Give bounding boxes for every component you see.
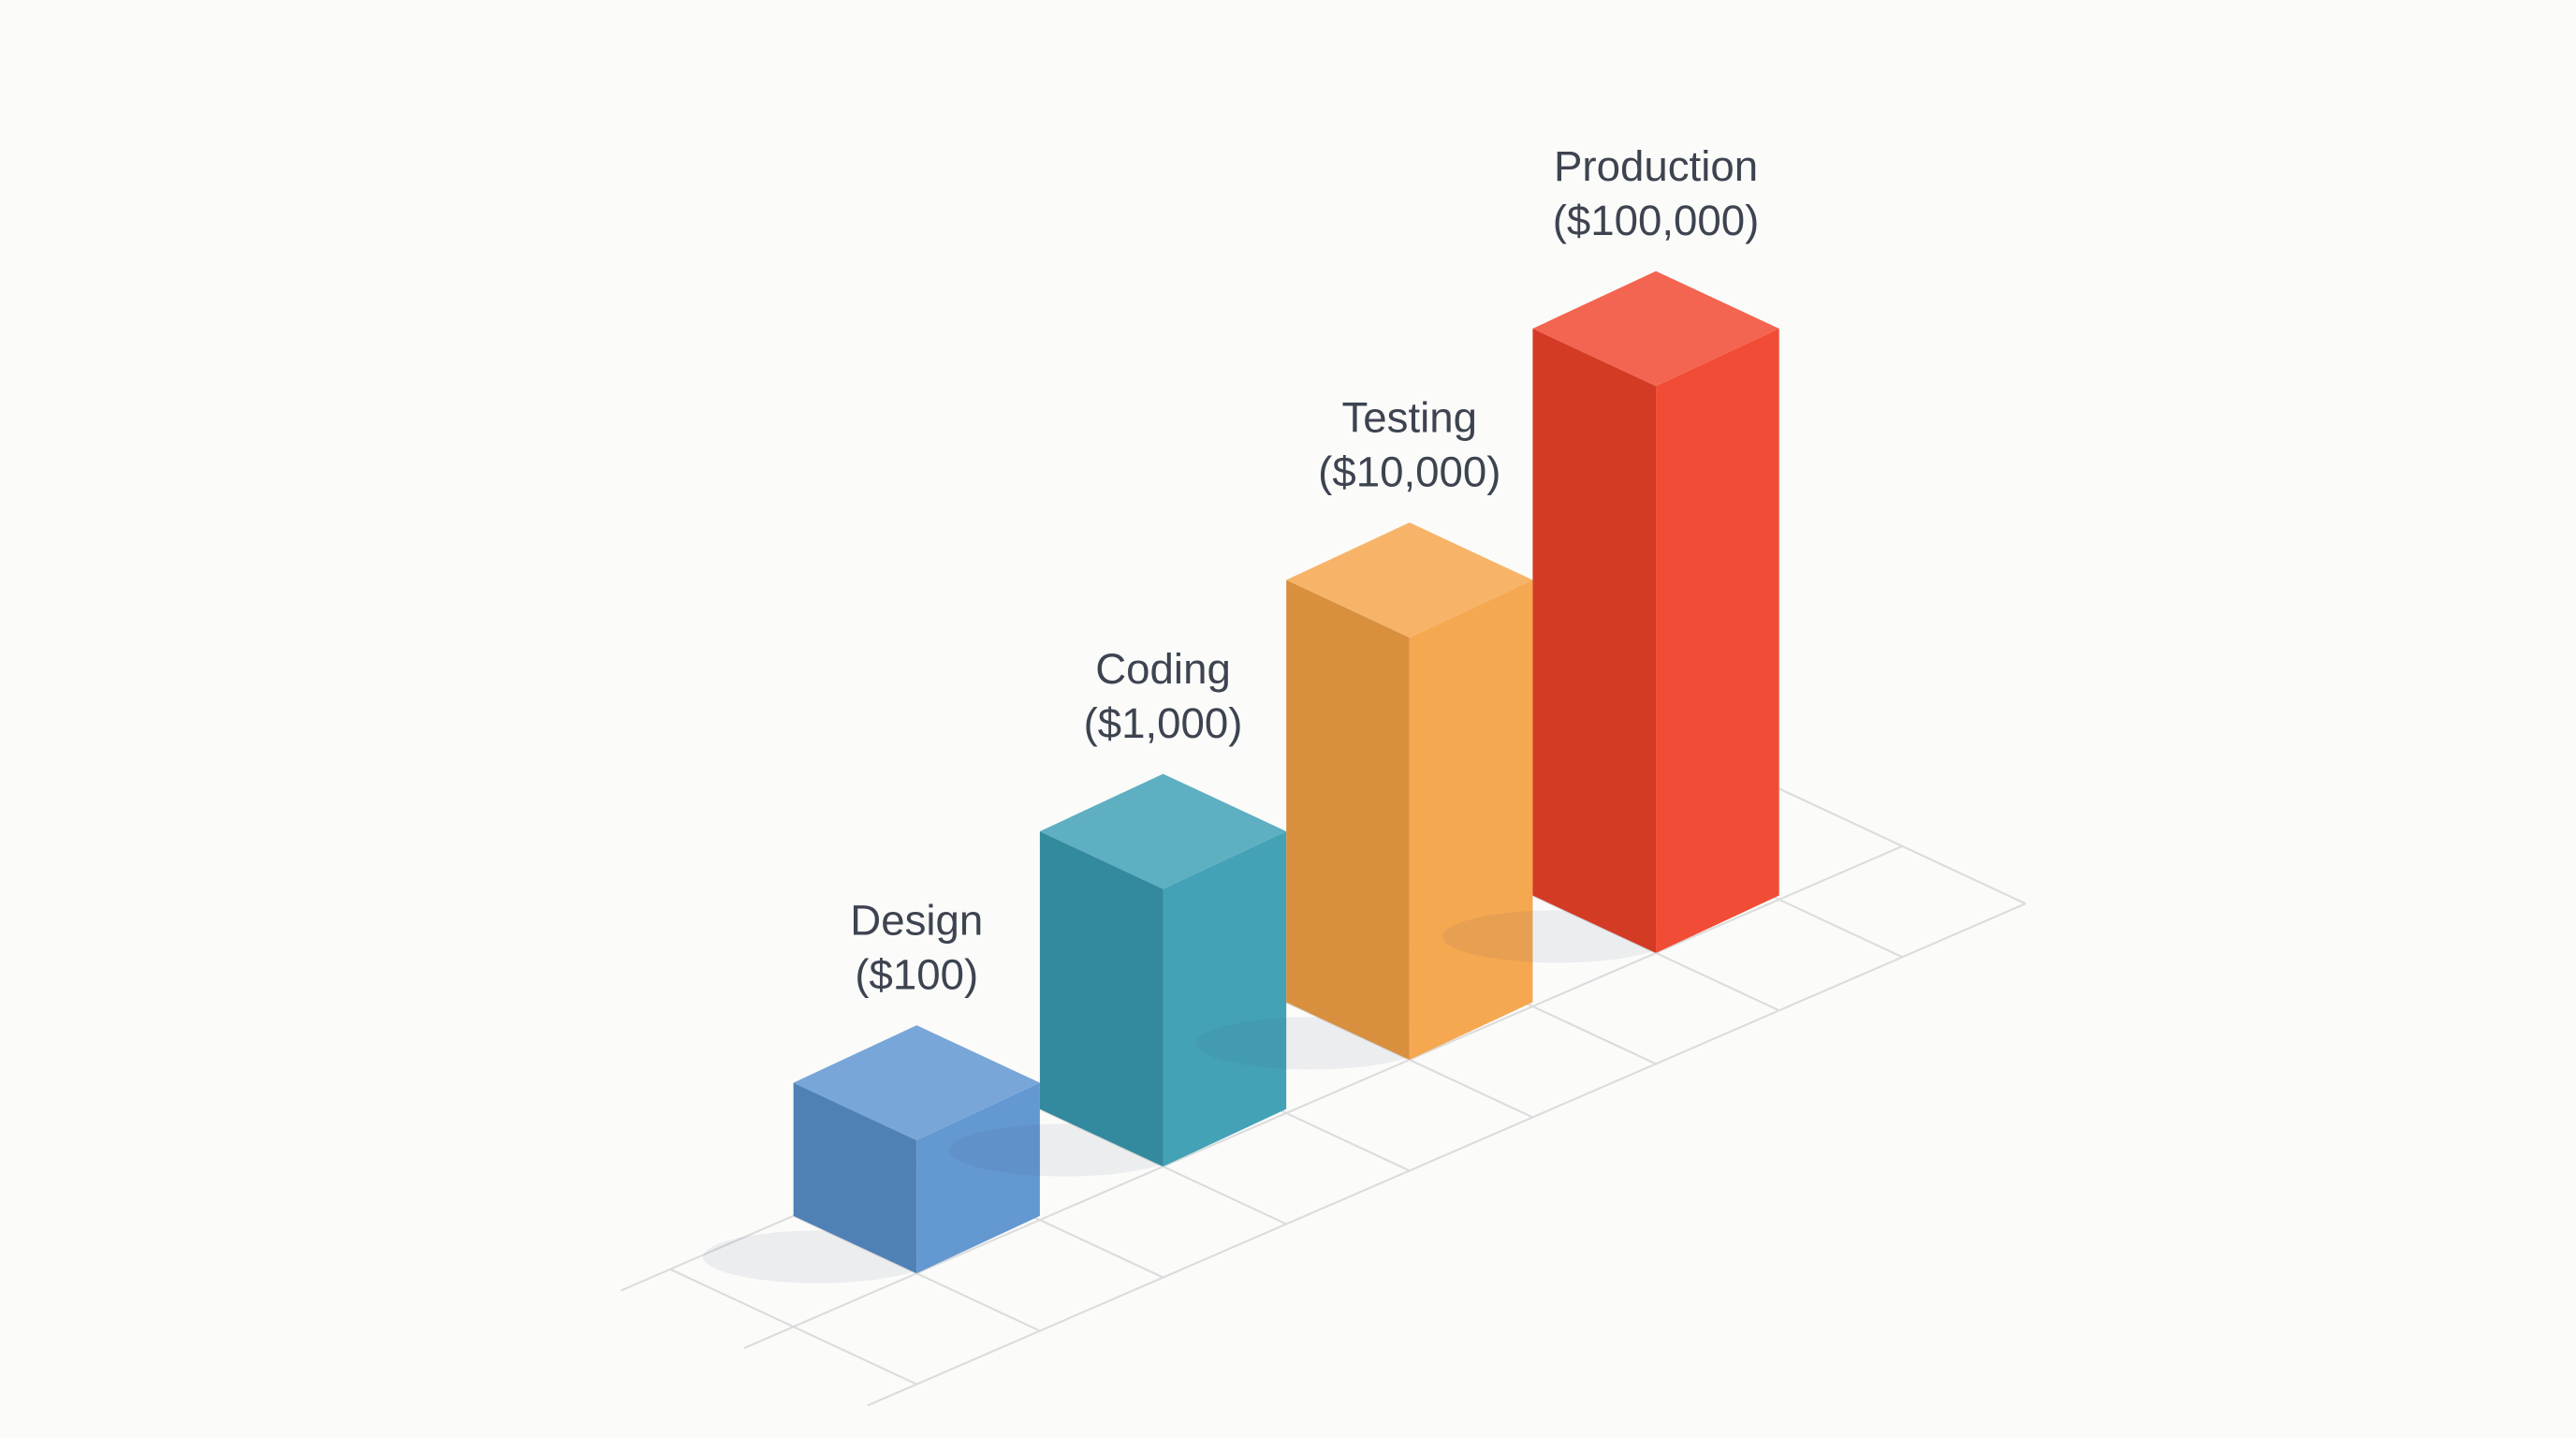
floor-grid-line (669, 1268, 917, 1386)
floor-grid-line (1778, 787, 2027, 905)
bar-left-face (1039, 831, 1164, 1167)
category-label: Testing (1342, 394, 1478, 442)
category-label: Coding (1095, 645, 1231, 693)
bar-right-face (1409, 580, 1533, 1060)
bar-left-face (1532, 329, 1657, 953)
bar-right-face (1656, 329, 1779, 953)
category-label: Production (1554, 142, 1758, 190)
category-label: Design (850, 897, 983, 945)
bar-top-face (793, 1025, 1040, 1140)
value-label: ($100,000) (1553, 197, 1760, 244)
floor-grid-line (867, 902, 2027, 1407)
bar-top-face (1532, 271, 1779, 387)
bar-left-face (793, 1082, 917, 1274)
bar-right-face (916, 1082, 1040, 1274)
bar-top-face (1039, 773, 1287, 889)
value-label: ($10,000) (1318, 448, 1500, 495)
chart-scene: Design ($100) Coding ($1,000) Testing ($10,00… (620, 142, 2027, 1407)
value-label: ($1,000) (1084, 699, 1243, 747)
value-label: ($100) (855, 951, 978, 999)
bar-left-face (1286, 580, 1410, 1060)
bar-right-face (1163, 831, 1287, 1167)
floor-grid-line (743, 844, 1903, 1349)
